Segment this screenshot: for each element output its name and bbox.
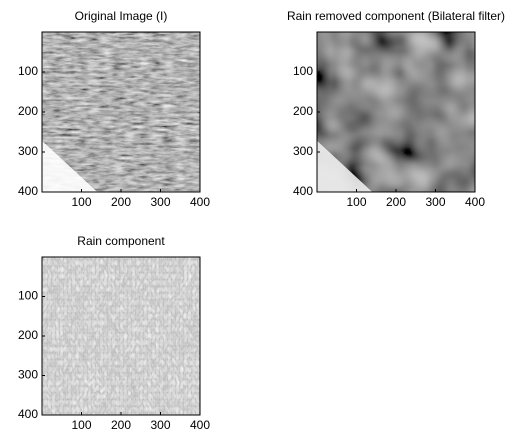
subplot: Rain component 100 200 300 400 100 200 300 400: [18, 234, 210, 432]
x-tick-label: 200: [111, 195, 131, 209]
x-tick-label: 200: [386, 195, 406, 209]
y-tick-label: 100: [18, 64, 38, 78]
y-tick-label: 300: [293, 144, 313, 158]
subplot: Original Image (I) 100 200 300 400 100 200 300 4…: [18, 9, 210, 209]
subplot-title: Rain removed component (Bilateral filter…: [287, 9, 505, 23]
x-tick-label: 300: [425, 195, 445, 209]
y-tick-label: 100: [18, 289, 38, 303]
image-region: [42, 140, 98, 192]
subplot-title: Rain component: [77, 234, 165, 248]
x-tick-label: 400: [190, 195, 210, 209]
y-tick-label: 200: [293, 104, 313, 118]
image: [42, 257, 200, 415]
y-tick-label: 400: [293, 184, 313, 198]
y-tick-label: 300: [18, 368, 38, 382]
image-region: [317, 140, 373, 192]
y-tick-label: 300: [18, 144, 38, 158]
x-tick-label: 100: [71, 418, 91, 432]
y-tick-label: 200: [18, 104, 38, 118]
x-tick-label: 300: [150, 195, 170, 209]
x-tick-label: 200: [111, 418, 131, 432]
x-tick-label: 400: [465, 195, 485, 209]
y-tick-label: 400: [18, 407, 38, 421]
x-tick-label: 100: [346, 195, 366, 209]
x-tick-label: 300: [150, 418, 170, 432]
subplot: Rain removed component (Bilateral filter…: [287, 9, 505, 209]
y-tick-label: 200: [18, 328, 38, 342]
y-tick-label: 100: [293, 64, 313, 78]
y-tick-label: 400: [18, 184, 38, 198]
x-tick-label: 100: [71, 195, 91, 209]
x-tick-label: 400: [190, 418, 210, 432]
subplot-title: Original Image (I): [75, 9, 168, 23]
